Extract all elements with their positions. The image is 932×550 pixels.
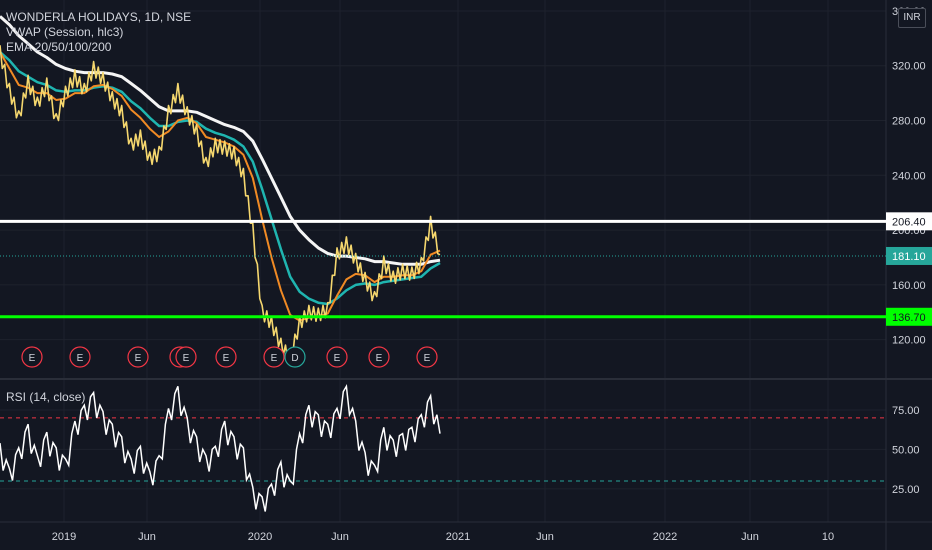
price-line xyxy=(0,45,441,364)
earnings-marker[interactable] xyxy=(69,346,91,368)
price-tick-label: 160.00 xyxy=(892,280,926,292)
time-tick-label: 2020 xyxy=(248,531,272,543)
ema-indicator-label: EMA 20/50/100/200 xyxy=(6,40,112,54)
earnings-marker-label: E xyxy=(271,353,278,364)
time-tick-label: Jun xyxy=(138,531,156,543)
support-price-tag: 136.70 xyxy=(892,312,926,324)
current-price-tag: 181.10 xyxy=(892,251,926,263)
time-tick-label: 2021 xyxy=(446,531,470,543)
earnings-marker-label: E xyxy=(424,353,431,364)
time-tick-label: Jun xyxy=(536,531,554,543)
resistance-price-tag: 206.40 xyxy=(892,216,926,228)
rsi-indicator-label: RSI (14, close) xyxy=(6,390,86,404)
time-tick-label: 2022 xyxy=(653,531,677,543)
resistance-price-tag-bg xyxy=(886,212,932,231)
earnings-marker[interactable] xyxy=(175,346,197,368)
symbol-title: WONDERLA HOLIDAYS, 1D, NSE xyxy=(6,10,192,24)
earnings-marker-label: E xyxy=(334,353,341,364)
earnings-marker[interactable] xyxy=(21,346,43,368)
price-tick-label: 240.00 xyxy=(892,170,926,182)
rsi-line xyxy=(0,383,441,512)
earnings-marker-label: E xyxy=(223,353,230,364)
earnings-marker-label: E xyxy=(29,353,36,364)
time-tick-label: Jun xyxy=(741,531,759,543)
rsi-tick-label: 75.00 xyxy=(892,405,920,417)
earnings-marker-label: E xyxy=(183,353,190,364)
ema100-line xyxy=(0,15,441,266)
currency-button[interactable]: INR xyxy=(898,8,926,28)
earnings-marker-label: E xyxy=(376,353,383,364)
price-tick-label: 320.00 xyxy=(892,61,926,73)
earnings-marker[interactable] xyxy=(127,346,149,368)
earnings-marker[interactable] xyxy=(215,346,237,368)
time-tick-label: 10 xyxy=(822,531,834,543)
earnings-marker[interactable] xyxy=(326,346,348,368)
earnings-marker[interactable] xyxy=(263,346,285,368)
earnings-marker-label: E xyxy=(135,353,142,364)
price-tick-label: 280.00 xyxy=(892,116,926,128)
vwap-indicator-label: VWAP (Session, hlc3) xyxy=(6,25,124,39)
dividend-marker[interactable] xyxy=(284,346,306,368)
rsi-tick-label: 50.00 xyxy=(892,444,920,456)
rsi-tick-label: 25.00 xyxy=(892,484,920,496)
earnings-marker-label: E xyxy=(77,353,84,364)
price-tick-label: 120.00 xyxy=(892,335,926,347)
time-tick-label: 2019 xyxy=(52,531,76,543)
current-price-tag-bg xyxy=(886,246,932,265)
earnings-marker[interactable] xyxy=(416,346,438,368)
chart-legend: WONDERLA HOLIDAYS, 1D, NSE VWAP (Session… xyxy=(6,10,191,55)
earnings-marker[interactable] xyxy=(368,346,390,368)
dividend-marker-label: D xyxy=(291,353,298,364)
time-tick-label: Jun xyxy=(331,531,349,543)
support-price-tag-bg xyxy=(886,307,932,326)
